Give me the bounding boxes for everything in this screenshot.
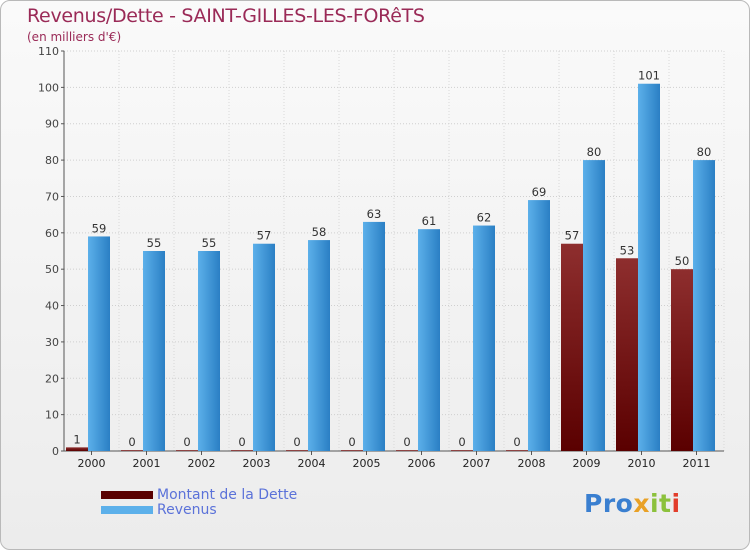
value-label-dette: 53 <box>620 243 635 257</box>
logo-part-1: Pro <box>584 489 634 518</box>
value-label-revenus: 55 <box>147 236 162 250</box>
bar-dette <box>506 450 528 451</box>
value-label-revenus: 61 <box>422 214 437 228</box>
value-label-revenus: 62 <box>477 211 492 225</box>
bar-dette <box>121 450 143 451</box>
value-label-dette: 0 <box>513 435 520 449</box>
value-label-revenus: 58 <box>312 225 327 239</box>
x-tick-label: 2000 <box>78 457 106 470</box>
x-tick-label: 2005 <box>353 457 381 470</box>
value-label-dette: 57 <box>565 229 580 243</box>
y-tick-label: 20 <box>45 372 59 385</box>
legend-item-dette: Montant de la Dette <box>101 486 298 503</box>
x-tick-label: 2008 <box>518 457 546 470</box>
bar-dette <box>561 243 583 451</box>
legend-label-revenus: Revenus <box>157 501 217 518</box>
bar-revenus <box>308 240 330 451</box>
x-tick-label: 2010 <box>628 457 656 470</box>
value-label-revenus: 63 <box>367 207 382 221</box>
x-tick-label: 2004 <box>298 457 326 470</box>
y-tick-label: 40 <box>45 300 59 313</box>
value-label-revenus: 80 <box>587 145 602 159</box>
bar-dette <box>341 450 363 451</box>
bar-dette <box>616 258 638 451</box>
logo-part-2: x <box>633 489 650 518</box>
y-tick-label: 80 <box>45 154 59 167</box>
bar-revenus <box>143 251 165 451</box>
x-tick-label: 2001 <box>133 457 161 470</box>
chart-title: Revenus/Dette - SAINT-GILLES-LES-FORêTS <box>27 5 425 27</box>
value-label-revenus: 55 <box>202 236 217 250</box>
bar-dette <box>671 269 693 451</box>
bar-dette <box>451 450 473 451</box>
bar-revenus <box>528 200 550 451</box>
value-label-dette: 0 <box>458 435 465 449</box>
legend-item-revenus: Revenus <box>101 501 297 518</box>
value-label-dette: 0 <box>128 435 135 449</box>
y-tick-label: 50 <box>45 263 59 276</box>
bar-revenus <box>88 236 110 451</box>
proxiti-logo: Proxiti <box>584 489 681 518</box>
bar-revenus <box>693 160 715 451</box>
x-tick-label: 2011 <box>683 457 711 470</box>
y-tick-label: 10 <box>45 409 59 422</box>
y-tick-label: 0 <box>52 445 59 458</box>
x-tick-label: 2009 <box>573 457 601 470</box>
bar-dette <box>66 447 88 451</box>
legend-label-dette: Montant de la Dette <box>157 486 298 503</box>
chart-legend: Montant de la Dette Revenus <box>101 486 298 518</box>
bar-revenus <box>638 83 660 452</box>
bar-dette <box>176 450 198 451</box>
bar-dette <box>396 450 418 451</box>
value-label-dette: 0 <box>238 435 245 449</box>
y-tick-label: 90 <box>45 118 59 131</box>
logo-part-4: i <box>671 489 681 518</box>
value-label-dette: 0 <box>403 435 410 449</box>
value-label-revenus: 57 <box>257 229 272 243</box>
value-label-dette: 0 <box>183 435 190 449</box>
value-label-revenus: 69 <box>532 185 547 199</box>
x-tick-label: 2006 <box>408 457 436 470</box>
logo-part-3: it <box>649 489 672 518</box>
value-label-revenus: 101 <box>638 69 660 83</box>
x-tick-label: 2003 <box>243 457 271 470</box>
value-label-dette: 0 <box>348 435 355 449</box>
value-label-dette: 50 <box>675 254 690 268</box>
bar-revenus <box>253 243 275 451</box>
legend-swatch-revenus <box>101 505 153 514</box>
x-tick-label: 2002 <box>188 457 216 470</box>
x-tick-label: 2007 <box>463 457 491 470</box>
y-tick-label: 110 <box>38 45 59 58</box>
y-tick-label: 60 <box>45 227 59 240</box>
value-label-dette: 0 <box>293 435 300 449</box>
chart-subtitle: (en milliers d'€) <box>27 30 122 44</box>
y-tick-label: 30 <box>45 336 59 349</box>
bar-dette <box>286 450 308 451</box>
bar-revenus <box>363 221 385 451</box>
value-label-revenus: 59 <box>92 221 107 235</box>
value-label-revenus: 80 <box>697 145 712 159</box>
value-label-dette: 1 <box>73 432 80 446</box>
bar-revenus <box>473 225 495 451</box>
y-tick-label: 100 <box>38 81 59 94</box>
bar-revenus <box>583 160 605 451</box>
y-tick-label: 70 <box>45 190 59 203</box>
bar-revenus <box>198 251 220 451</box>
bar-revenus <box>418 229 440 451</box>
legend-swatch-dette <box>101 490 153 499</box>
bar-dette <box>231 450 253 451</box>
